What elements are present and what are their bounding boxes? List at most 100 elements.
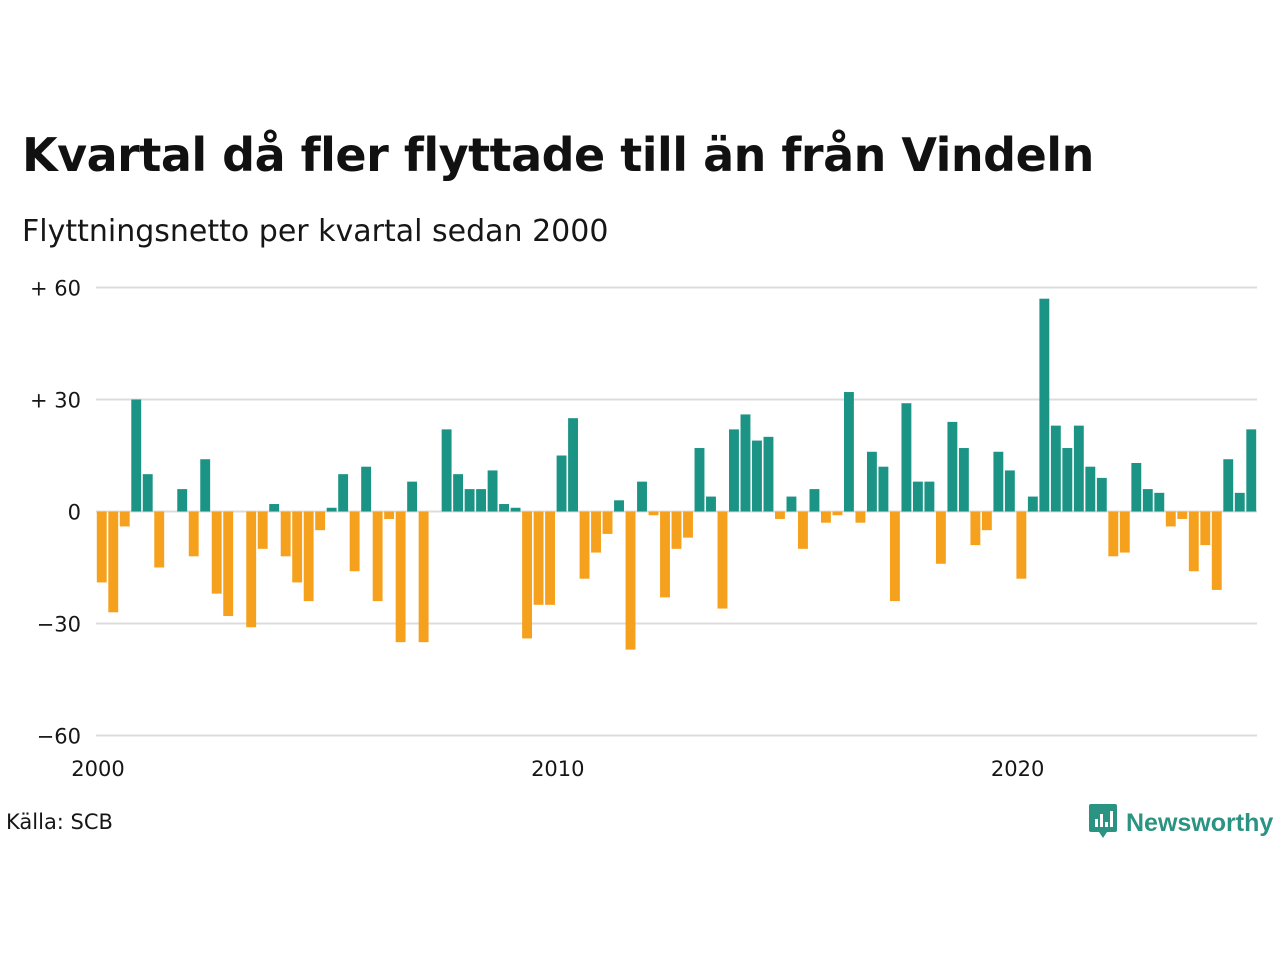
bar	[441, 429, 452, 512]
x-tick-label: 2010	[531, 757, 584, 781]
bar	[1085, 466, 1096, 512]
bar	[935, 511, 946, 564]
bar	[901, 403, 912, 512]
y-tick-label: −30	[37, 613, 81, 637]
bar	[510, 507, 521, 512]
bar	[533, 511, 544, 605]
bar	[820, 511, 831, 523]
bar	[717, 511, 728, 609]
bar	[1223, 459, 1234, 512]
bar	[694, 448, 705, 512]
bar	[407, 481, 418, 512]
bar	[453, 474, 464, 512]
bar	[1188, 511, 1199, 572]
bar	[625, 511, 636, 650]
chart-title: Kvartal då fler flyttade till än från Vi…	[22, 128, 1094, 182]
bar	[1050, 425, 1061, 512]
bar	[809, 489, 820, 512]
bar	[1246, 429, 1257, 512]
bar	[706, 496, 716, 512]
bar	[1131, 462, 1142, 512]
bar	[683, 511, 693, 538]
bar	[591, 511, 601, 553]
bar	[326, 507, 337, 512]
bar	[579, 511, 590, 579]
bar	[568, 418, 578, 512]
bar	[1108, 511, 1119, 557]
bar	[1211, 511, 1222, 590]
bar	[487, 470, 498, 512]
bar	[602, 511, 613, 534]
bar	[476, 489, 487, 512]
bar	[1073, 425, 1084, 512]
bars	[96, 298, 1257, 650]
x-tick-label: 2000	[71, 757, 124, 781]
bar	[315, 511, 326, 531]
bar	[119, 511, 130, 527]
bar	[1096, 477, 1107, 512]
y-tick-label: + 30	[30, 389, 81, 413]
bar	[1027, 496, 1038, 512]
bar	[545, 511, 555, 605]
bar	[96, 511, 107, 583]
chart-subtitle: Flyttningsnetto per kvartal sedan 2000	[22, 214, 609, 249]
bar	[1119, 511, 1130, 553]
bar	[1177, 511, 1188, 519]
bar	[740, 414, 751, 512]
bar	[729, 429, 739, 512]
bar	[1062, 448, 1073, 512]
bar	[843, 392, 854, 512]
bar	[395, 511, 406, 643]
bar-chart: + 60 + 30 0 −30 −60 2000 2010 2020	[30, 277, 1257, 781]
bar	[1165, 511, 1176, 527]
bar	[970, 511, 981, 546]
bar	[464, 489, 475, 512]
bar	[223, 511, 234, 617]
bar	[246, 511, 257, 628]
bar	[798, 511, 808, 549]
bar	[878, 466, 889, 512]
y-tick-label: + 60	[30, 277, 81, 301]
bar	[958, 448, 969, 512]
bar	[832, 511, 843, 516]
bar	[1004, 470, 1015, 512]
bar	[993, 451, 1004, 512]
source-note: Källa: SCB	[6, 810, 113, 834]
bar	[257, 511, 268, 549]
bar	[1142, 489, 1153, 512]
bar	[775, 511, 785, 519]
bar	[154, 511, 165, 568]
bar	[1200, 511, 1211, 546]
bar	[188, 511, 199, 557]
bar	[855, 511, 866, 523]
y-tick-label: −60	[37, 725, 81, 749]
x-axis: 2000 2010 2020	[71, 757, 1044, 781]
bar	[292, 511, 303, 583]
bar	[637, 481, 647, 512]
bar	[200, 459, 211, 512]
bar	[418, 511, 429, 643]
bar	[1016, 511, 1027, 579]
bar	[924, 481, 935, 512]
bar	[763, 436, 774, 512]
bar	[1154, 492, 1165, 512]
bar	[1039, 298, 1050, 512]
y-axis: + 60 + 30 0 −30 −60	[30, 277, 81, 749]
bar	[981, 511, 992, 531]
bar	[614, 500, 624, 512]
bar	[499, 504, 510, 512]
x-tick-label: 2020	[991, 757, 1044, 781]
bar	[912, 481, 923, 512]
newsworthy-logo-icon	[1088, 802, 1118, 844]
bar	[131, 399, 142, 512]
bar	[889, 511, 900, 602]
bar	[648, 511, 659, 516]
bar	[671, 511, 682, 549]
bar	[947, 421, 958, 512]
bar	[269, 504, 280, 512]
y-tick-label: 0	[68, 501, 81, 525]
bar	[752, 440, 762, 512]
bar	[303, 511, 314, 602]
bar	[349, 511, 360, 572]
bar	[108, 511, 119, 613]
